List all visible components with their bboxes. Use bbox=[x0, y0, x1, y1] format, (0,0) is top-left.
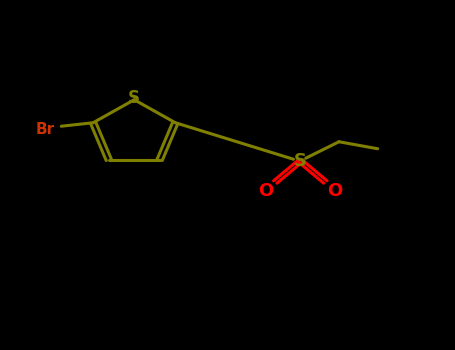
Text: O: O bbox=[258, 182, 274, 200]
Text: S: S bbox=[294, 152, 307, 170]
Text: O: O bbox=[327, 182, 342, 200]
Text: Br: Br bbox=[36, 122, 55, 137]
Text: S: S bbox=[128, 89, 140, 107]
